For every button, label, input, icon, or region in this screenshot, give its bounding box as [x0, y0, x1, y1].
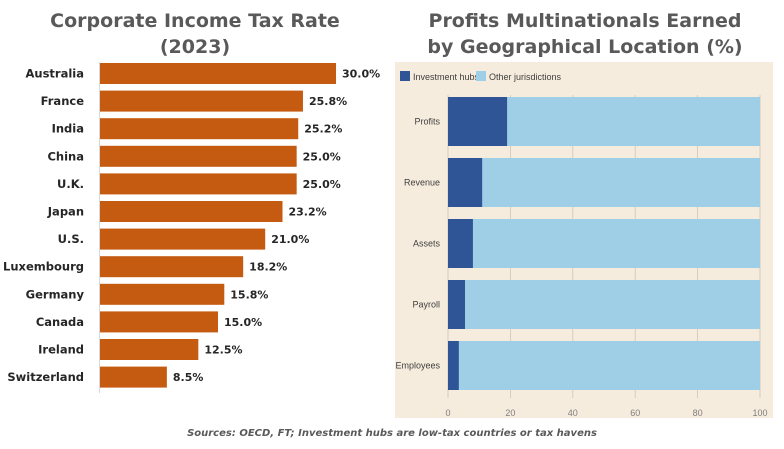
x-tick-label-5: 100	[752, 408, 767, 418]
bar-9	[100, 311, 218, 333]
value-label-9: 15.0%	[224, 316, 262, 329]
value-label-6: 21.0%	[271, 233, 309, 246]
row-label-0: Profits	[414, 117, 440, 127]
value-label-2: 25.2%	[304, 123, 342, 136]
category-label-0: Australia	[25, 67, 84, 81]
right-title-line2: by Geographical Location (%)	[427, 36, 743, 58]
stack-segment-1-1	[482, 158, 760, 207]
bar-5	[100, 201, 283, 222]
stack-segment-2-1	[472, 219, 760, 268]
legend-swatch-investment-hubs	[400, 71, 410, 81]
stack-segment-2-0	[448, 219, 473, 268]
legend-label-investment-hubs: Investment hubs	[413, 72, 480, 82]
row-label-1: Revenue	[404, 178, 440, 188]
category-label-11: Switzerland	[7, 370, 84, 384]
right-chart-title: Profits Multinationals Earned by Geograp…	[395, 8, 775, 60]
legend-label-other-jurisdictions: Other jurisdictions	[489, 72, 562, 82]
stack-segment-1-0	[448, 158, 483, 207]
x-tick-label-4: 80	[693, 408, 703, 418]
stack-segment-3-1	[465, 280, 760, 329]
stack-segment-4-1	[458, 341, 760, 390]
category-label-2: India	[52, 122, 84, 136]
row-label-4: Employees	[395, 361, 440, 371]
profit-location-stacked-chart: Investment hubs Other jurisdictions 0 20 40 6…	[395, 62, 773, 418]
right-title-line1: Profits Multinationals Earned	[428, 10, 742, 32]
category-label-9: Canada	[36, 315, 84, 329]
row-label-2: Assets	[413, 239, 441, 249]
category-label-5: Japan	[47, 205, 84, 219]
value-label-0: 30.0%	[342, 68, 380, 81]
legend-swatch-other-jurisdictions	[476, 71, 486, 81]
value-label-3: 25.0%	[303, 150, 341, 163]
value-label-10: 12.5%	[204, 344, 242, 357]
x-tick-label-1: 20	[505, 408, 515, 418]
bar-0	[100, 63, 336, 84]
category-label-3: China	[47, 149, 84, 163]
stack-segment-0-1	[507, 97, 760, 146]
category-label-1: France	[41, 94, 85, 108]
x-tick-label-3: 60	[630, 408, 640, 418]
category-label-7: Luxembourg	[3, 260, 84, 274]
row-label-3: Payroll	[412, 300, 440, 310]
bar-7	[100, 256, 244, 278]
value-label-5: 23.2%	[289, 206, 327, 219]
bar-2	[100, 118, 299, 140]
stack-segment-4-0	[448, 341, 459, 390]
value-label-7: 18.2%	[249, 261, 287, 274]
left-chart-title: Corporate Income Tax Rate (2023)	[30, 8, 360, 60]
value-label-1: 25.8%	[309, 95, 347, 108]
bar-11	[100, 366, 167, 388]
x-tick-label-2: 40	[568, 408, 578, 418]
category-label-8: Germany	[26, 287, 85, 301]
stack-segment-0-0	[448, 97, 508, 146]
stack-segment-3-0	[448, 280, 466, 329]
value-label-8: 15.8%	[230, 288, 268, 301]
bar-4	[100, 173, 297, 195]
bar-1	[100, 90, 303, 112]
left-title-line2: (2023)	[159, 36, 231, 58]
category-label-10: Ireland	[38, 343, 84, 357]
value-label-11: 8.5%	[173, 371, 204, 384]
sources-note: Sources: OECD, FT; Investment hubs are l…	[187, 428, 597, 439]
category-label-6: U.S.	[58, 232, 84, 246]
bar-10	[100, 339, 199, 360]
bar-8	[100, 283, 225, 305]
left-title-line1: Corporate Income Tax Rate	[50, 10, 340, 32]
category-label-4: U.K.	[57, 177, 84, 191]
bar-6	[100, 228, 266, 250]
x-tick-label-0: 0	[445, 408, 450, 418]
tax-rate-bar-chart: Australia 30.0% France 25.8% India 25.2% China…	[3, 62, 380, 394]
bar-3	[100, 145, 297, 167]
value-label-4: 25.0%	[303, 178, 341, 191]
